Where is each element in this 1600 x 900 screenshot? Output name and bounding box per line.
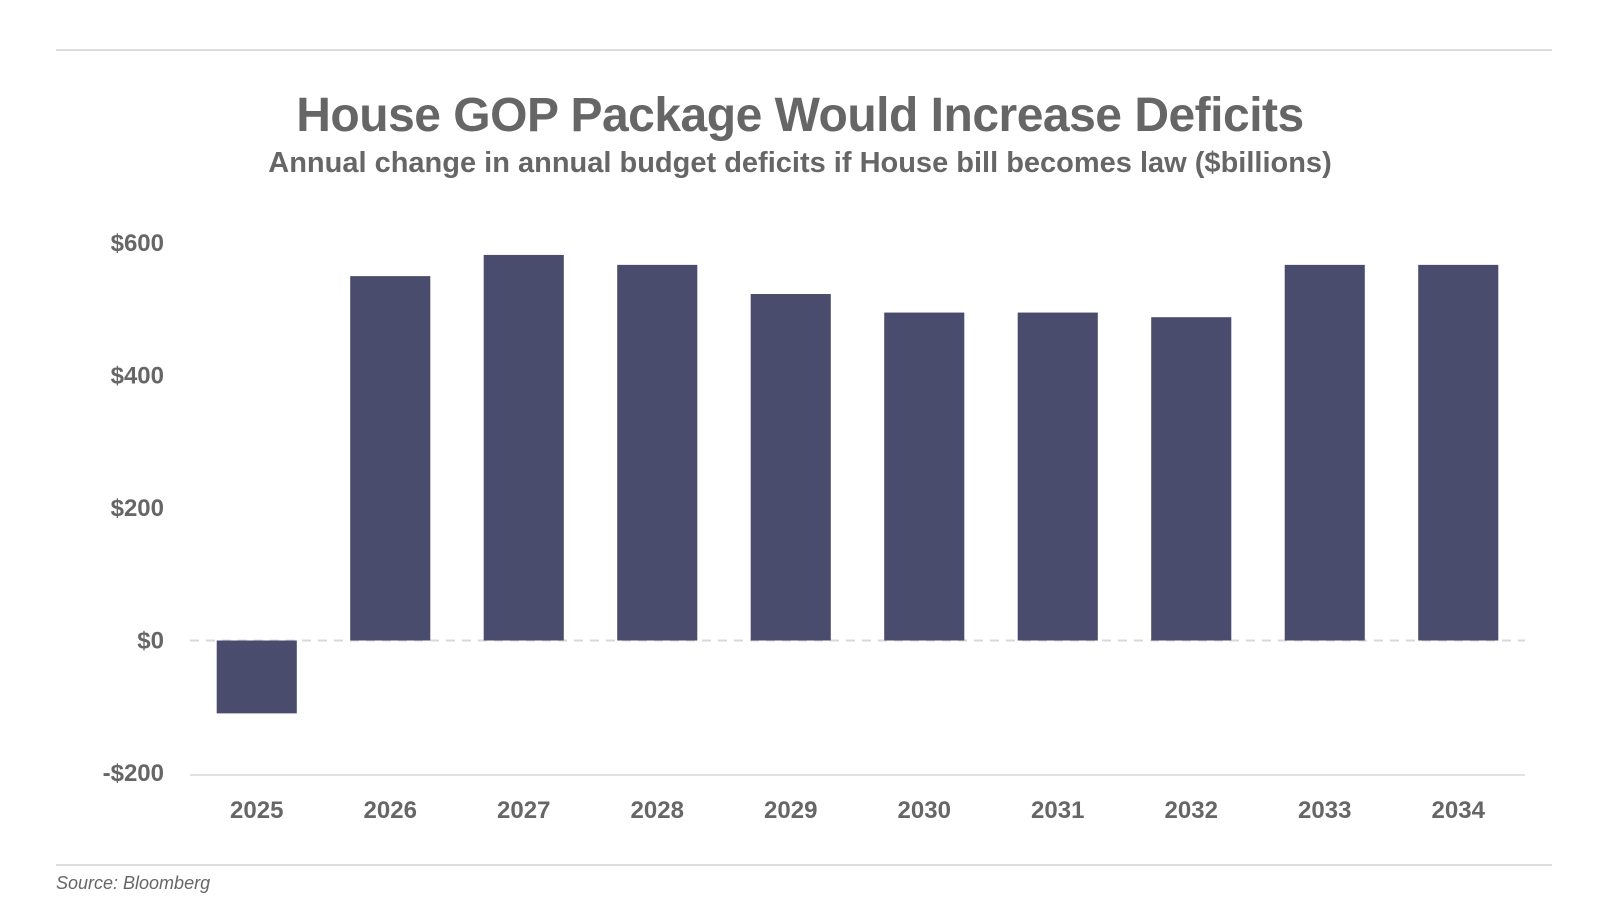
bar-2031 (1017, 312, 1098, 641)
x-tick-label: 2033 (1298, 797, 1351, 824)
bar-2034 (1418, 264, 1499, 641)
bar-2025 (216, 640, 297, 714)
chart-title: House GOP Package Would Increase Deficit… (296, 89, 1304, 142)
y-tick-label: -$200 (103, 760, 164, 787)
bar-2026 (350, 276, 431, 641)
bar-2029 (750, 294, 831, 641)
x-tick-label: 2026 (364, 797, 417, 824)
x-tick-label: 2025 (230, 797, 283, 824)
y-tick-label: $400 (111, 363, 164, 390)
source-note: Source: Bloomberg (56, 873, 211, 893)
bars (216, 254, 1499, 714)
x-tick-label: 2031 (1031, 797, 1084, 824)
bar-2030 (884, 312, 965, 641)
x-axis-labels: 2025 2026 2027 2028 2029 2030 2031 2032 2033 2034 (230, 797, 1486, 824)
y-axis-labels: $600 $400 $200 $0 -$200 (103, 230, 164, 787)
y-tick-label: $0 (137, 628, 164, 655)
y-tick-label: $600 (111, 230, 164, 257)
y-tick-label: $200 (111, 495, 164, 522)
bar-2027 (483, 254, 564, 641)
x-tick-label: 2032 (1165, 797, 1218, 824)
bottom-divider (56, 864, 1552, 866)
x-tick-label: 2030 (898, 797, 951, 824)
x-tick-label: 2027 (497, 797, 550, 824)
x-tick-label: 2034 (1432, 797, 1486, 824)
bar-2032 (1151, 317, 1232, 641)
x-tick-label: 2028 (631, 797, 684, 824)
chart-subtitle: Annual change in annual budget deficits … (268, 147, 1332, 179)
bar-2033 (1284, 264, 1365, 641)
bar-2028 (617, 264, 698, 641)
x-tick-label: 2029 (764, 797, 817, 824)
plot-lines (190, 639, 1525, 776)
top-divider (56, 49, 1552, 51)
